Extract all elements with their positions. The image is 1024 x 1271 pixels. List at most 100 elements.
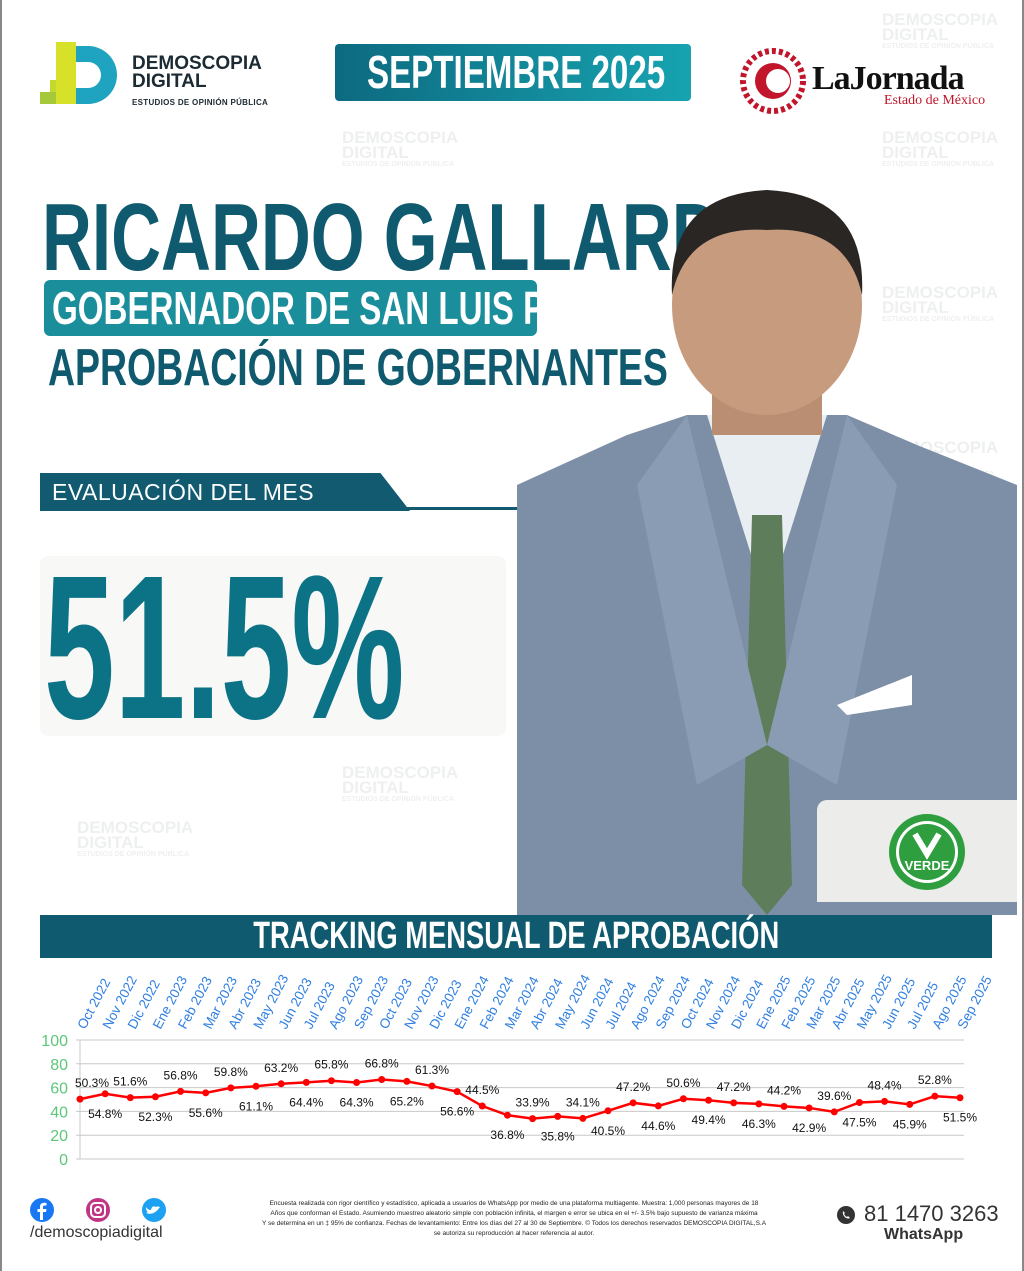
phone-number[interactable]: 81 1470 3263 bbox=[864, 1201, 999, 1226]
data-label: 42.9% bbox=[792, 1121, 826, 1135]
note-line: se autoriza su reproducción al hacer ref… bbox=[433, 1230, 595, 1237]
data-label: 35.8% bbox=[541, 1129, 575, 1143]
data-label: 39.6% bbox=[817, 1089, 851, 1103]
instagram-icon[interactable] bbox=[86, 1198, 110, 1222]
data-point bbox=[101, 1090, 109, 1098]
data-point bbox=[830, 1108, 838, 1116]
data-point bbox=[378, 1076, 386, 1084]
month-text: SEPTIEMBRE 2025 bbox=[367, 46, 666, 98]
data-point bbox=[780, 1102, 788, 1110]
data-point bbox=[202, 1089, 210, 1097]
data-label: 50.3% bbox=[75, 1076, 109, 1090]
y-tick-label: 40 bbox=[50, 1104, 68, 1121]
whatsapp-icon bbox=[837, 1206, 855, 1224]
data-label: 51.6% bbox=[113, 1075, 147, 1089]
data-label: 47.2% bbox=[717, 1080, 751, 1094]
brand-line2: DIGITAL bbox=[132, 71, 207, 92]
note-line: Y se determina en un ‡ 95% de confianza.… bbox=[261, 1220, 767, 1227]
data-point bbox=[177, 1087, 185, 1095]
data-label: 52.3% bbox=[138, 1110, 172, 1124]
data-label: 51.5% bbox=[943, 1111, 977, 1125]
evaluation-box bbox=[40, 556, 506, 736]
la-jornada-sun-icon bbox=[740, 48, 806, 114]
data-label: 46.3% bbox=[742, 1117, 776, 1131]
data-point bbox=[730, 1099, 738, 1107]
data-label: 44.2% bbox=[767, 1083, 801, 1097]
data-label: 65.2% bbox=[390, 1094, 424, 1108]
subtitle: APROBACIÓN DE GOBERNANTES bbox=[48, 340, 909, 396]
phone-label: WhatsApp bbox=[884, 1226, 964, 1243]
data-label: 33.9% bbox=[516, 1096, 550, 1110]
data-label: 47.5% bbox=[842, 1115, 876, 1129]
data-point bbox=[755, 1100, 763, 1108]
party-label: VERDE bbox=[905, 858, 950, 873]
data-label: 64.3% bbox=[340, 1095, 374, 1109]
data-label: 54.8% bbox=[88, 1107, 122, 1121]
evaluation-value: 51.5% bbox=[44, 545, 625, 750]
data-label: 61.1% bbox=[239, 1099, 273, 1113]
data-label: 44.5% bbox=[465, 1083, 499, 1097]
data-point bbox=[654, 1102, 662, 1110]
governor-photo bbox=[517, 190, 1017, 915]
divider bbox=[40, 507, 520, 510]
data-point bbox=[353, 1078, 361, 1086]
y-tick-label: 80 bbox=[50, 1057, 68, 1074]
role-banner: GOBERNADOR DE SAN LUIS POTOSÍ bbox=[44, 280, 648, 336]
brand-line1: DEMOSCOPIA bbox=[132, 53, 262, 74]
partner-subtitle: Estado de México bbox=[884, 93, 986, 108]
month-banner: SEPTIEMBRE 2025 bbox=[335, 44, 691, 101]
data-label: 63.2% bbox=[264, 1061, 298, 1075]
data-point bbox=[478, 1102, 486, 1110]
social-handle[interactable]: /demoscopiadigital bbox=[30, 1224, 163, 1241]
data-point bbox=[302, 1078, 310, 1086]
data-label: 59.8% bbox=[214, 1065, 248, 1079]
data-label: 61.3% bbox=[415, 1063, 449, 1077]
data-point bbox=[76, 1095, 84, 1103]
data-point bbox=[277, 1080, 285, 1088]
data-label: 50.6% bbox=[666, 1076, 700, 1090]
party-badge: VERDE bbox=[817, 800, 1017, 902]
methodology-note: Encuesta realizada con rigor científico … bbox=[234, 1199, 794, 1239]
data-point bbox=[881, 1097, 889, 1105]
facebook-icon[interactable] bbox=[30, 1198, 54, 1222]
data-point bbox=[403, 1077, 411, 1085]
chart-title-bar: TRACKING MENSUAL DE APROBACIÓN bbox=[40, 915, 992, 958]
demoscopia-logo-icon bbox=[40, 42, 117, 104]
data-point bbox=[629, 1099, 637, 1107]
data-point bbox=[151, 1093, 159, 1101]
data-label: 45.9% bbox=[893, 1117, 927, 1131]
data-point bbox=[931, 1092, 939, 1100]
governor-name: RICARDO GALLARDO bbox=[42, 190, 1024, 286]
data-label: 47.2% bbox=[616, 1080, 650, 1094]
data-point bbox=[956, 1094, 964, 1102]
data-point bbox=[529, 1115, 537, 1123]
data-point bbox=[503, 1111, 511, 1119]
note-line: Años que conforman el Estado. Asumiendo … bbox=[270, 1210, 758, 1217]
name-text: RICARDO GALLARDO bbox=[42, 184, 776, 291]
data-label: 34.1% bbox=[566, 1095, 600, 1109]
y-tick-label: 100 bbox=[41, 1033, 68, 1050]
evaluation-label: EVALUACIÓN DEL MES bbox=[52, 479, 315, 505]
brand-tagline: ESTUDIOS DE OPINIÓN PÚBLICA bbox=[132, 98, 269, 107]
data-label: 64.4% bbox=[289, 1095, 323, 1109]
data-point bbox=[906, 1100, 914, 1108]
data-label: 52.8% bbox=[918, 1073, 952, 1087]
data-label: 36.8% bbox=[490, 1128, 524, 1142]
twitter-icon[interactable] bbox=[142, 1198, 166, 1222]
y-tick-label: 20 bbox=[50, 1128, 68, 1145]
verde-party-logo-icon: VERDE bbox=[889, 814, 965, 890]
subtitle-text: APROBACIÓN DE GOBERNANTES bbox=[48, 339, 668, 397]
data-point bbox=[126, 1094, 134, 1102]
data-point bbox=[227, 1084, 235, 1092]
data-label: 56.6% bbox=[440, 1105, 474, 1119]
note-line: Encuesta realizada con rigor científico … bbox=[269, 1200, 759, 1207]
series-line bbox=[79, 1078, 961, 1120]
partner-title: LaJornada bbox=[812, 60, 965, 97]
data-label: 44.6% bbox=[641, 1119, 675, 1133]
data-label: 49.4% bbox=[692, 1113, 726, 1127]
